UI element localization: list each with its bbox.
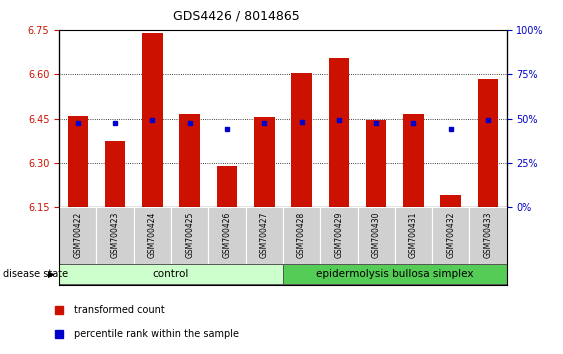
Text: transformed count: transformed count [74, 305, 164, 315]
Bar [134, 207, 171, 264]
Text: GSM700424: GSM700424 [148, 212, 157, 258]
Bar [208, 207, 245, 264]
Bar [358, 207, 395, 264]
Text: GSM700427: GSM700427 [260, 212, 269, 258]
Text: GSM700425: GSM700425 [185, 212, 194, 258]
Text: epidermolysis bullosa simplex: epidermolysis bullosa simplex [316, 269, 473, 279]
Bar [366, 120, 386, 207]
Text: GSM700432: GSM700432 [446, 212, 455, 258]
Bar [217, 166, 237, 207]
Bar [320, 207, 358, 264]
Text: ▶: ▶ [48, 269, 55, 279]
Bar [329, 58, 349, 207]
Bar [142, 33, 163, 207]
Text: GSM700423: GSM700423 [110, 212, 119, 258]
Text: GSM700428: GSM700428 [297, 212, 306, 258]
Bar [59, 264, 283, 284]
Bar [432, 207, 470, 264]
Bar [96, 207, 133, 264]
Bar [105, 141, 126, 207]
Bar [283, 264, 507, 284]
Bar [403, 114, 424, 207]
Bar [68, 116, 88, 207]
Text: control: control [153, 269, 189, 279]
Bar [283, 207, 320, 264]
Bar [245, 207, 283, 264]
Bar [291, 73, 312, 207]
Bar [171, 207, 208, 264]
Bar [395, 207, 432, 264]
Bar [470, 207, 507, 264]
Text: GDS4426 / 8014865: GDS4426 / 8014865 [173, 10, 300, 23]
Bar [440, 195, 461, 207]
Bar [180, 114, 200, 207]
Text: percentile rank within the sample: percentile rank within the sample [74, 329, 239, 339]
Text: disease state: disease state [3, 269, 68, 279]
Bar [59, 207, 96, 264]
Text: GSM700426: GSM700426 [222, 212, 231, 258]
Bar [254, 117, 275, 207]
Text: GSM700433: GSM700433 [484, 212, 493, 258]
Text: GSM700422: GSM700422 [73, 212, 82, 258]
Text: GSM700431: GSM700431 [409, 212, 418, 258]
Bar [478, 79, 498, 207]
Text: GSM700430: GSM700430 [372, 212, 381, 258]
Text: GSM700429: GSM700429 [334, 212, 343, 258]
